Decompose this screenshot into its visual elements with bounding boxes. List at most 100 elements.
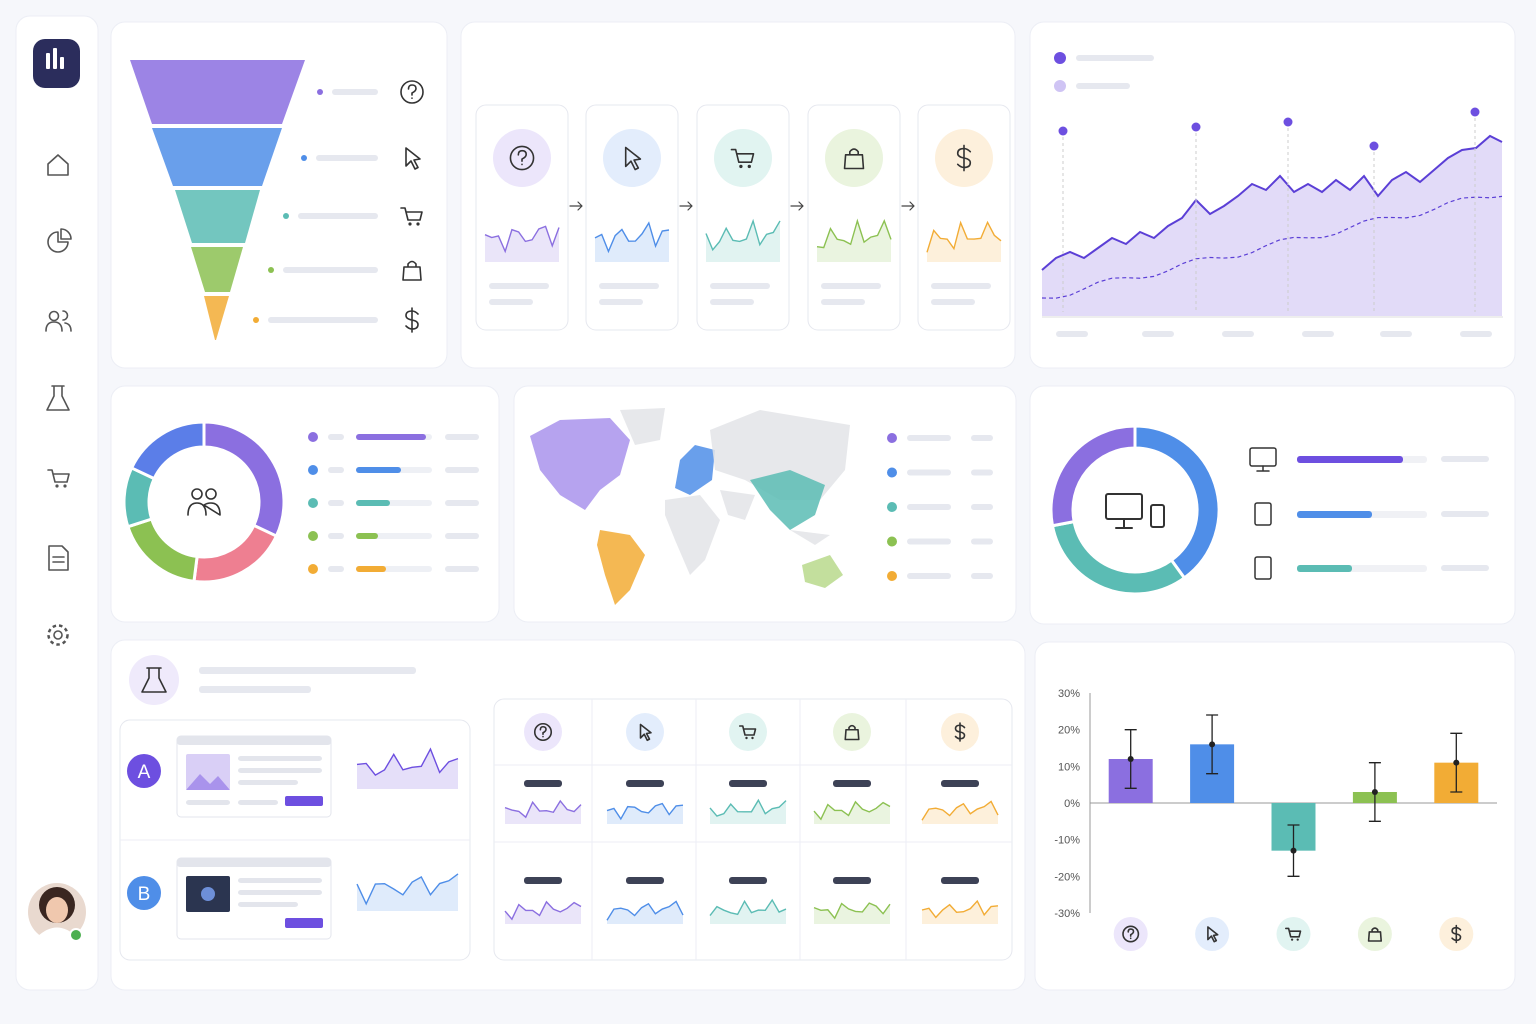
skeleton-line <box>1302 331 1334 337</box>
icon-wheel <box>1296 938 1299 941</box>
skeleton-line <box>328 533 344 539</box>
skeleton-line <box>445 500 479 506</box>
funnel-stage <box>152 128 282 186</box>
metric-value <box>524 877 562 884</box>
skeleton-line <box>907 435 951 441</box>
step-icon-bg <box>493 129 551 187</box>
sparkline-area <box>485 226 559 262</box>
skeleton-line <box>821 283 881 289</box>
skeleton-line <box>971 573 993 579</box>
avatar-body <box>37 927 77 941</box>
legend-bar <box>356 533 378 539</box>
sparkline-area <box>706 220 780 262</box>
thumb-bar <box>177 858 331 867</box>
map-region <box>720 490 755 520</box>
metric-value <box>626 877 664 884</box>
skeleton-line <box>298 213 378 219</box>
metric-value <box>941 780 979 787</box>
map-region <box>620 408 665 445</box>
icon-device <box>1254 556 1272 580</box>
skeleton-line <box>821 299 865 305</box>
skeleton-line <box>1441 565 1489 571</box>
legend-dot <box>1054 80 1066 92</box>
skeleton-line <box>186 800 230 805</box>
legend-dot <box>317 89 323 95</box>
skeleton-line <box>199 686 311 693</box>
skeleton-line <box>1142 331 1174 337</box>
step-icon-bg <box>825 129 883 187</box>
sparkline-area <box>607 901 683 924</box>
icon-question <box>400 80 424 104</box>
icon-wheel <box>63 484 67 488</box>
skeleton-line <box>328 566 344 572</box>
skeleton-line <box>971 538 993 545</box>
map-region <box>710 410 850 500</box>
nav-users <box>45 310 72 332</box>
skeleton-line <box>238 768 322 773</box>
icon-wheel <box>416 222 420 226</box>
icon-cart <box>47 469 70 483</box>
skeleton-line <box>445 434 479 440</box>
category-icon-bg <box>1195 917 1230 951</box>
sparkline <box>504 799 582 819</box>
skeleton-line <box>445 467 479 473</box>
nav-lab <box>46 385 70 411</box>
sparkline <box>813 902 891 920</box>
users-icon <box>205 488 217 500</box>
sparkline <box>816 218 892 249</box>
sparkline <box>926 220 1002 253</box>
skeleton-line <box>1076 55 1154 61</box>
sparkline <box>921 800 999 821</box>
icon-cart <box>1285 927 1302 938</box>
users-icon <box>187 502 221 516</box>
step-icon-bg <box>714 129 772 187</box>
legend-bar <box>1297 565 1352 572</box>
map-region <box>750 470 825 530</box>
sparkline <box>813 800 891 821</box>
variant-badge <box>127 754 161 788</box>
map-region <box>530 418 630 510</box>
nav-home <box>47 154 69 176</box>
sparkline-area <box>814 903 890 924</box>
y-tick-label: 0% <box>1064 798 1080 810</box>
icon-cursor <box>639 723 652 742</box>
donut-segment <box>1049 424 1137 528</box>
funnel-stage <box>175 190 260 243</box>
skeleton-line <box>199 667 416 674</box>
status-dot <box>69 928 83 942</box>
metric-value <box>729 877 767 884</box>
sparkline <box>709 898 787 916</box>
skeleton-line <box>332 89 378 95</box>
skeleton-line <box>238 780 298 785</box>
sparkline <box>356 873 459 906</box>
skeleton-line <box>599 299 643 305</box>
legend-dot <box>308 564 318 574</box>
legend-dot <box>268 267 274 273</box>
icon-dollar <box>956 144 972 172</box>
icon-question <box>533 722 553 742</box>
skeleton-line <box>238 878 322 883</box>
sparkline <box>709 798 787 817</box>
icon-wheel <box>745 736 748 740</box>
skeleton-line <box>1076 83 1130 89</box>
sparkline-area <box>357 873 458 911</box>
error-bar-center <box>1453 759 1460 766</box>
metric-value <box>626 780 664 787</box>
marker <box>1058 126 1068 136</box>
metric-value <box>833 780 871 787</box>
metric-value <box>941 877 979 884</box>
skeleton-line <box>1460 331 1492 337</box>
device-stand <box>1115 518 1133 529</box>
icon-bag <box>843 148 865 170</box>
icon-device <box>1254 502 1272 526</box>
nav-settings-gear <box>47 624 69 646</box>
logo-bar <box>60 57 64 69</box>
y-tick-label: -30% <box>1054 908 1080 920</box>
icon-stand <box>1256 465 1270 472</box>
map-region <box>665 495 720 575</box>
legend-dot <box>887 467 897 478</box>
nav-doc <box>48 545 69 571</box>
skeleton-line <box>238 756 322 761</box>
icon-question-mark <box>1127 928 1135 940</box>
